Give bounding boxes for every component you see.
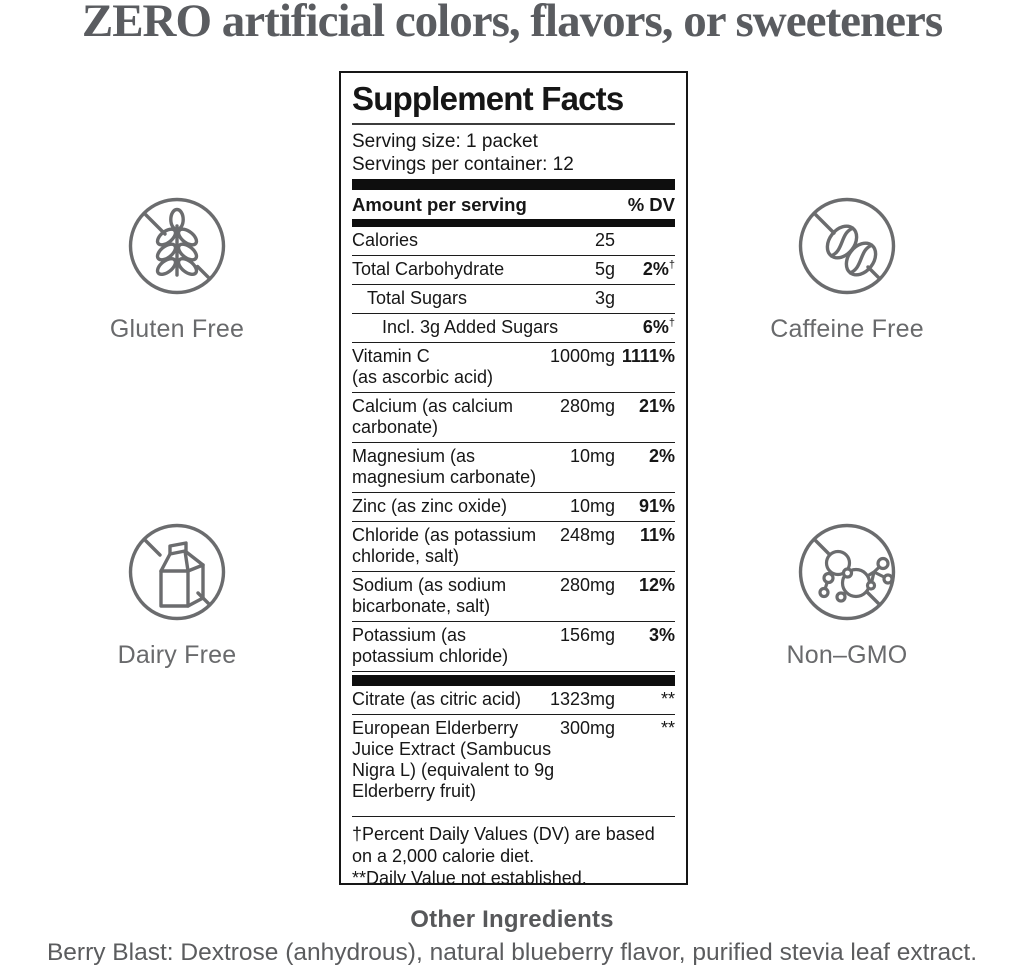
nutrient-row: Total Carbohydrate 5g 2%† — [352, 256, 675, 285]
nutrient-amount: 280mg — [559, 396, 615, 416]
serving-size: Serving size: 1 packet — [352, 131, 538, 152]
other-ingredients-title: Other Ingredients — [410, 906, 614, 933]
badge-label-gluten-free: Gluten Free — [109, 315, 245, 343]
nutrient-amount: 5g — [594, 259, 615, 279]
nutrient-amount: 1000mg — [549, 346, 615, 366]
nutrient-name: Incl. 3g Added Sugars — [382, 317, 559, 337]
nutrient-name: Citrate (as citric acid) — [352, 689, 522, 709]
nutrient-dv: 3% — [648, 625, 675, 645]
badge-label-non-gmo: Non–GMO — [786, 641, 908, 669]
nutrient-rows-secondary: Citrate (as citric acid) 1323mg ** Europ… — [352, 686, 675, 817]
nutrient-row: European Elderberry Juice Extract (Sambu… — [352, 715, 675, 817]
nutrient-amount: 3g — [594, 288, 615, 308]
nutrient-dv: 2%† — [642, 259, 675, 279]
badge-label-dairy-free: Dairy Free — [117, 641, 237, 669]
nutrient-name: Chloride (as potassium chloride, salt) — [352, 525, 537, 566]
divider-bar — [352, 675, 675, 686]
nutrient-dv: 21% — [638, 396, 675, 416]
nutrient-dv: 2% — [648, 446, 675, 466]
supplement-facts-panel: Supplement Facts Serving size: 1 packet … — [339, 71, 688, 885]
nutrient-dv: 91% — [638, 496, 675, 516]
headline: ZERO artificial colors, flavors, or swee… — [81, 0, 943, 47]
footnote-dv: †Percent Daily Values (DV) are based on … — [352, 824, 655, 866]
nutrient-amount: 10mg — [569, 446, 615, 466]
nutrient-row: Incl. 3g Added Sugars 6%† — [352, 314, 675, 343]
nutrient-row: Chloride (as potassium chloride, salt) 2… — [352, 522, 675, 572]
column-header: Amount per serving % DV — [352, 190, 675, 219]
nutrient-name: Potassium (as potassium chloride) — [352, 625, 509, 666]
footnotes: †Percent Daily Values (DV) are based on … — [352, 817, 675, 885]
nutrient-dv: ** — [660, 718, 675, 738]
other-ingredients-text: Berry Blast: Dextrose (anhydrous), natur… — [46, 939, 978, 966]
nutrient-dv: 12% — [638, 575, 675, 595]
panel-title: Supplement Facts — [352, 80, 624, 117]
nutrient-name: European Elderberry Juice Extract (Sambu… — [352, 718, 555, 801]
nutrient-amount: 1323mg — [549, 689, 615, 709]
servings-per-container: Servings per container: 12 — [352, 154, 574, 175]
nutrient-row: Calcium (as calcium carbonate) 280mg 21% — [352, 393, 675, 443]
nutrient-row: Vitamin C (as ascorbic acid) 1000mg 1111… — [352, 343, 675, 393]
nutrient-row: Total Sugars 3g — [352, 285, 675, 314]
nutrient-row: Citrate (as citric acid) 1323mg ** — [352, 686, 675, 715]
badge-label-caffeine-free: Caffeine Free — [770, 315, 924, 343]
nutrient-row: Potassium (as potassium chloride) 156mg … — [352, 622, 675, 672]
nutrient-name: Zinc (as zinc oxide) — [352, 496, 508, 516]
nutrient-row: Magnesium (as magnesium carbonate) 10mg … — [352, 443, 675, 493]
badge-dairy-free: Dairy Free — [77, 522, 277, 670]
divider-bar — [352, 219, 675, 227]
nutrient-row: Sodium (as sodium bicarbonate, salt) 280… — [352, 572, 675, 622]
nutrient-dv: 6%† — [642, 317, 675, 337]
divider-bar — [352, 179, 675, 190]
non-gmo-icon — [798, 523, 896, 621]
nutrient-row: Zinc (as zinc oxide) 10mg 91% — [352, 493, 675, 522]
title-divider — [352, 123, 675, 125]
footnote-not-established: **Daily Value not established. — [352, 868, 587, 885]
badge-caffeine-free: Caffeine Free — [747, 196, 947, 344]
nutrient-amount: 10mg — [569, 496, 615, 516]
nutrient-amount: 25 — [594, 230, 615, 250]
nutrient-name: Vitamin C (as ascorbic acid) — [352, 346, 494, 387]
nutrient-name: Sodium (as sodium bicarbonate, salt) — [352, 575, 507, 616]
column-header-amount: Amount per serving — [352, 194, 527, 215]
nutrient-name: Total Carbohydrate — [352, 259, 505, 279]
badge-gluten-free: Gluten Free — [77, 196, 277, 344]
nutrient-name: Calcium (as calcium carbonate) — [352, 396, 514, 437]
nutrient-name: Magnesium (as magnesium carbonate) — [352, 446, 537, 487]
nutrient-dv: 11% — [639, 525, 675, 545]
nutrient-amount: 156mg — [559, 625, 615, 645]
column-header-dv: % DV — [627, 194, 675, 215]
nutrient-rows-main: Calories 25 Total Carbohydrate 5g 2%† To… — [352, 227, 675, 672]
nutrient-name: Total Sugars — [367, 288, 468, 308]
badge-non-gmo: Non–GMO — [747, 522, 947, 670]
nutrient-amount: 248mg — [559, 525, 615, 545]
nutrient-amount: 280mg — [559, 575, 615, 595]
nutrient-name: Calories — [352, 230, 419, 250]
dairy-free-icon — [128, 523, 226, 621]
nutrient-amount: 300mg — [559, 718, 615, 738]
nutrient-dv: 1111% — [621, 346, 675, 366]
nutrient-row: Calories 25 — [352, 227, 675, 256]
nutrient-dv: ** — [660, 689, 675, 709]
gluten-free-icon — [128, 197, 226, 295]
caffeine-free-icon — [798, 197, 896, 295]
